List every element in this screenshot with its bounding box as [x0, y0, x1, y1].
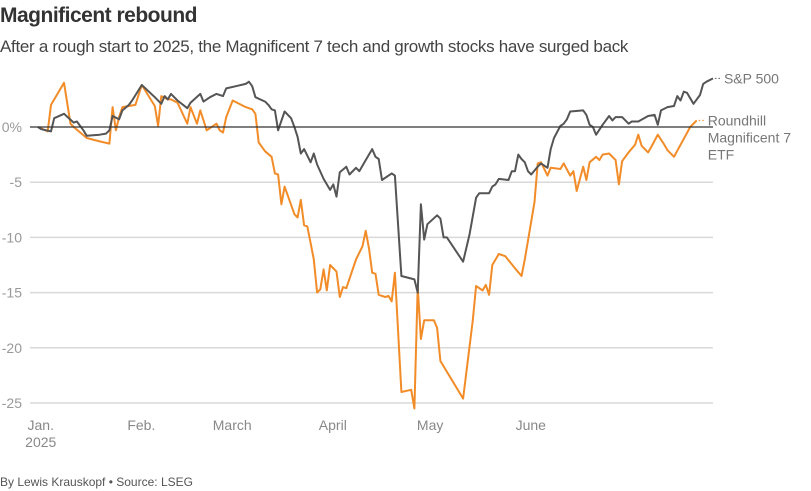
x-tick-label: May [417, 417, 443, 433]
x-tick-label: Feb. [127, 417, 155, 433]
series-lines [30, 77, 714, 410]
y-tick-label: -5 [10, 174, 23, 190]
series-label-magnificent7: Magnificent 7 [708, 129, 791, 145]
y-axis-ticks: 0% -5 -10 -15 -20 -25 [2, 119, 22, 411]
x-tick-label: Jan. [28, 417, 54, 433]
x-tick-label: April [319, 417, 347, 433]
series-line-magnificent7 [37, 81, 698, 410]
chart-subtitle: After a rough start to 2025, the Magnifi… [0, 37, 629, 56]
y-tick-label: 0% [2, 119, 22, 135]
x-tick-label: June [516, 417, 547, 433]
x-tick-sublabel: 2025 [25, 434, 56, 450]
series-label-magnificent7: ETF [708, 146, 734, 162]
series-label-sp500: S&P 500 [724, 70, 779, 86]
y-tick-label: -15 [2, 285, 22, 301]
x-tick-label: March [213, 417, 252, 433]
series-label-magnificent7: Roundhill [708, 112, 766, 128]
chart-title: Magnificent rebound [0, 4, 198, 27]
gridlines [30, 181, 713, 404]
y-tick-label: -10 [2, 229, 22, 245]
source-credit: By Lewis Krauskopf • Source: LSEG [0, 475, 193, 489]
y-tick-label: -20 [2, 340, 22, 356]
y-tick-label: -25 [2, 395, 22, 411]
x-axis-ticks: Jan.2025 Feb. March April May June [25, 417, 546, 450]
series-line-sp500 [37, 77, 714, 294]
